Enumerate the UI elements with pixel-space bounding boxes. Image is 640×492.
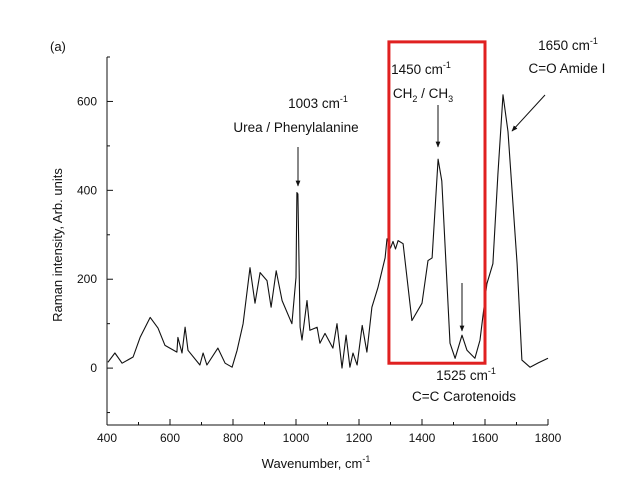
x-tick-label: 1600: [472, 431, 499, 445]
svg-text:1450 cm-1: 1450 cm-1: [391, 60, 451, 77]
y-tick-label: 600: [77, 94, 97, 108]
annotation-1650-wavenumber: 1650 cm: [538, 38, 590, 53]
y-tick-label: 200: [77, 272, 97, 286]
annotation-1650-label: C=O Amide I: [529, 61, 606, 76]
annotation-1450-label: CH2 / CH3: [393, 86, 453, 104]
x-tick-labels: 400 600 800 1000 1200 1400 1600 1800: [97, 431, 562, 445]
annotation-1525-wavenumber: 1525 cm: [436, 368, 488, 383]
x-tick-label: 400: [97, 431, 117, 445]
annotation-1450-wavenumber: 1450 cm: [391, 62, 443, 77]
svg-text:1003 cm-1: 1003 cm-1: [288, 94, 348, 111]
annotation-1003-wavenumber: 1003 cm: [288, 96, 340, 111]
annotation-1003-label: Urea / Phenylalanine: [233, 120, 358, 135]
annotation-1525-label: C=C Carotenoids: [412, 389, 516, 404]
y-axis-label: Raman intensity, Arb. units: [50, 168, 65, 322]
x-tick-label: 1800: [535, 431, 562, 445]
x-tick-label: 800: [223, 431, 243, 445]
y-tick-label: 400: [77, 183, 97, 197]
y-tick-labels: 0 200 400 600: [77, 94, 97, 375]
panel-label: (a): [50, 39, 66, 54]
annotation-1450: 1450 cm-1 CH2 / CH3: [391, 60, 453, 148]
x-tick-label: 1400: [409, 431, 436, 445]
svg-text:1525 cm-1: 1525 cm-1: [436, 366, 496, 383]
annotation-1650: 1650 cm-1 C=O Amide I: [511, 36, 606, 132]
y-tick-label: 0: [90, 361, 97, 375]
x-tick-label: 1200: [346, 431, 373, 445]
x-axis-label: Wavenumber, cm-1: [262, 454, 371, 471]
annotation-1525: 1525 cm-1 C=C Carotenoids: [412, 283, 516, 404]
annotation-1003: 1003 cm-1 Urea / Phenylalanine: [233, 94, 359, 187]
highlight-box: [387, 40, 487, 365]
x-tick-label: 1000: [283, 431, 310, 445]
spectrum-line: [107, 94, 549, 369]
x-tick-label: 600: [160, 431, 180, 445]
svg-text:1650 cm-1: 1650 cm-1: [538, 36, 598, 53]
arrow: [511, 94, 546, 132]
axes: [106, 56, 549, 426]
